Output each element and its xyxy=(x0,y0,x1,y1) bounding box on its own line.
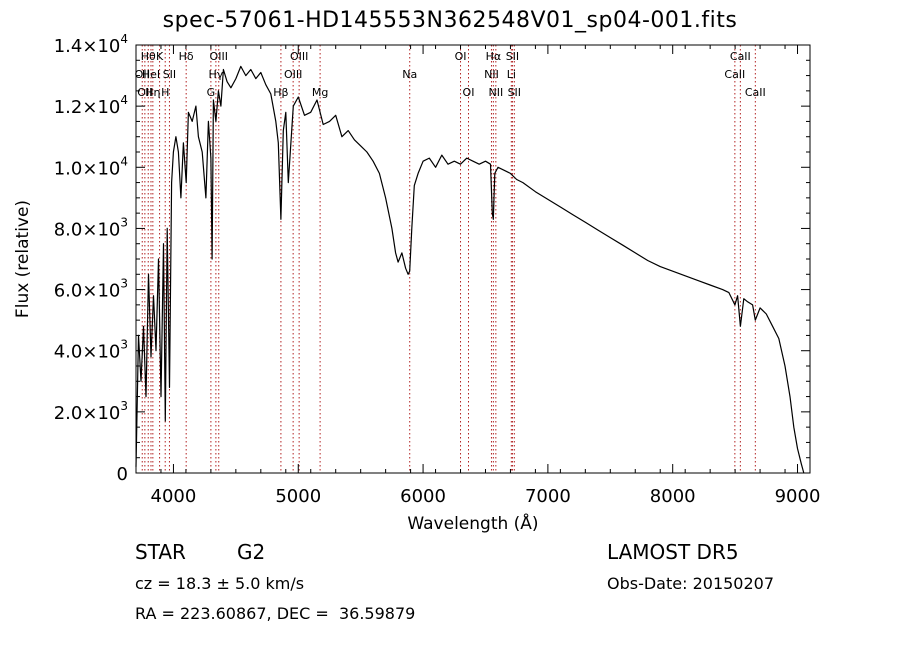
line-marker-label-14: OIII xyxy=(290,50,308,63)
x-tick-label: 8000 xyxy=(650,486,696,507)
line-marker-label-19: NII xyxy=(484,68,499,81)
line-marker-label-4: Hη xyxy=(145,86,160,99)
y-tick-label: 1.0×104 xyxy=(54,154,128,179)
x-tick-label: 4000 xyxy=(151,486,197,507)
chart-title: spec-57061-HD145553N362548V01_sp04-001.f… xyxy=(162,8,738,33)
plot-frame xyxy=(135,44,811,474)
coordinates: RA = 223.60867, DEC = 36.59879 xyxy=(135,604,416,623)
y-tick-label: 1.2×104 xyxy=(54,93,128,118)
x-tick-label: 5000 xyxy=(275,486,321,507)
spectrum-line xyxy=(135,65,805,474)
line-marker-label-2: Hθ xyxy=(141,50,156,63)
y-tick-label: 8.0×103 xyxy=(54,215,128,240)
line-marker-label-22: Li xyxy=(507,68,516,81)
line-marker-label-11: OIII xyxy=(210,50,228,63)
x-axis: 4000 5000 6000 7000 8000 9000 xyxy=(135,45,821,507)
line-marker-label-27: CaII xyxy=(745,86,766,99)
line-marker-label-12: Hβ xyxy=(273,86,288,99)
y-tick-label: 6.0×103 xyxy=(54,277,128,302)
line-markers xyxy=(141,45,756,473)
line-marker-label-26: CaII xyxy=(730,50,751,63)
line-marker-label-20: Hα xyxy=(486,50,502,63)
line-marker-label-24: SII xyxy=(508,86,521,99)
line-marker-label-9: G xyxy=(207,86,216,99)
line-marker-label-13: OIII xyxy=(284,68,302,81)
x-axis-label: Wavelength (Å) xyxy=(407,512,538,534)
x-tick-label: 9000 xyxy=(775,486,821,507)
object-subclass: G2 xyxy=(237,540,266,564)
object-class: STAR xyxy=(135,540,186,564)
line-marker-label-0: OII xyxy=(135,68,150,81)
line-marker-labels: OIIOIIHθHeIHηKHSIIHδGHγOIIIHβOIIIOIIIMgN… xyxy=(135,50,766,99)
y-tick-label: 2.0×103 xyxy=(54,399,128,424)
x-tick-label: 7000 xyxy=(525,486,571,507)
line-marker-label-15: Mg xyxy=(312,86,328,99)
line-marker-label-3: HeI xyxy=(142,68,160,81)
line-marker-label-18: OI xyxy=(463,86,475,99)
line-marker-label-7: SII xyxy=(163,68,176,81)
line-marker-label-25: CaII xyxy=(724,68,745,81)
obs-date: Obs-Date: 20150207 xyxy=(607,574,775,593)
redshift-text: cz = 18.3 ± 5.0 km/s xyxy=(135,574,305,593)
line-marker-label-5: K xyxy=(156,50,164,63)
y-tick-label: 4.0×103 xyxy=(54,338,128,363)
line-marker-label-6: H xyxy=(161,86,169,99)
y-axis: 0 2.0×103 4.0×103 6.0×103 8.0×103 1.0×104 1.2×… xyxy=(54,32,810,485)
line-marker-label-17: OI xyxy=(455,50,467,63)
line-marker-label-1: OII xyxy=(137,86,152,99)
line-marker-label-21: NII xyxy=(488,86,503,99)
line-marker-label-8: Hδ xyxy=(179,50,194,63)
y-axis-label: Flux (relative) xyxy=(13,200,33,318)
line-marker-label-10: Hγ xyxy=(208,68,223,81)
survey-name: LAMOST DR5 xyxy=(607,540,739,564)
line-marker-label-23: SII xyxy=(506,50,519,63)
y-tick-label: 1.4×104 xyxy=(54,32,128,57)
x-tick-label: 6000 xyxy=(400,486,446,507)
line-marker-label-16: Na xyxy=(402,68,417,81)
y-tick-label: 0 xyxy=(117,464,128,485)
